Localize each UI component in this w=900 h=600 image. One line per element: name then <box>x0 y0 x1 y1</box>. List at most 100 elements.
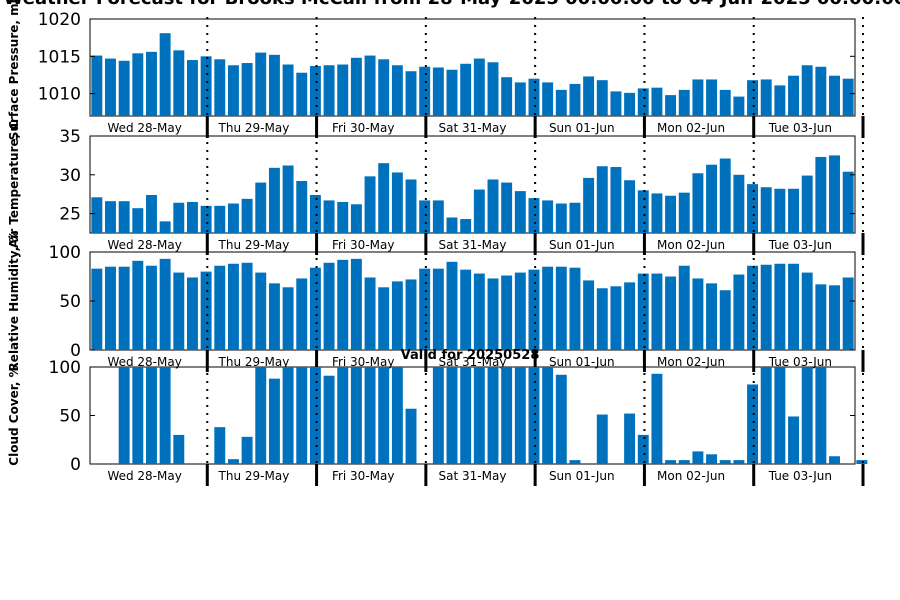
bar <box>173 50 185 117</box>
bar <box>200 271 212 350</box>
bar <box>214 427 226 464</box>
bar <box>542 82 554 116</box>
bar <box>419 200 431 233</box>
ytick-label: 50 <box>59 407 81 427</box>
bar <box>788 263 799 350</box>
bar <box>364 367 376 464</box>
bar <box>364 176 376 233</box>
chart-title: Weather Forecast for Brooks McCall from … <box>4 0 900 9</box>
bar <box>542 367 554 464</box>
bar <box>678 265 690 350</box>
xtick-label: Sun 01-Jun <box>549 238 615 252</box>
bar <box>391 367 403 464</box>
bar <box>829 456 840 464</box>
axes-box <box>89 18 856 117</box>
bar <box>391 281 403 350</box>
ytick-label: 0 <box>70 455 81 475</box>
bar <box>665 195 677 233</box>
bar <box>405 408 417 464</box>
bar <box>733 96 745 116</box>
bar <box>801 65 813 116</box>
bar <box>569 83 581 116</box>
bar <box>487 367 499 464</box>
bar <box>829 155 840 233</box>
bar <box>173 202 185 233</box>
bar <box>255 367 267 464</box>
bar <box>774 263 786 350</box>
xtick-label: Wed 28-May <box>107 469 181 483</box>
bar <box>514 272 526 350</box>
bar <box>815 284 827 350</box>
bar <box>815 156 827 233</box>
bar <box>460 269 472 350</box>
bar <box>118 60 130 116</box>
bar <box>214 205 226 233</box>
bar <box>214 265 226 350</box>
bar <box>555 89 567 116</box>
bar <box>460 367 472 464</box>
bar <box>637 190 649 233</box>
bar <box>446 367 458 464</box>
bar <box>774 188 786 233</box>
xtick-label: Tue 03-Jun <box>768 238 832 252</box>
bar <box>624 92 636 116</box>
bar <box>419 268 431 350</box>
bar <box>227 459 239 464</box>
ytick-label: 1020 <box>38 10 81 30</box>
bar <box>132 260 144 350</box>
bar <box>747 265 759 350</box>
bar <box>651 273 663 350</box>
bar <box>118 266 130 350</box>
xtick-label: Thu 29-May <box>218 355 290 369</box>
bar <box>514 191 526 233</box>
bar <box>596 288 608 350</box>
bar <box>309 66 321 116</box>
bar <box>146 265 157 350</box>
bar <box>432 200 444 233</box>
bar <box>268 378 280 464</box>
bar <box>391 65 403 116</box>
y-axis-label: Relative Humidity, % <box>7 231 21 372</box>
bar <box>241 262 253 350</box>
bar <box>282 367 294 464</box>
bar <box>610 167 622 233</box>
bar <box>788 188 799 233</box>
bar <box>337 64 349 116</box>
bar <box>378 287 390 350</box>
bar <box>350 258 362 350</box>
bar <box>309 267 321 350</box>
bar <box>241 198 253 233</box>
bar <box>405 179 417 233</box>
bar <box>501 77 513 116</box>
xtick-label: Fri 30-May <box>332 121 395 135</box>
bar <box>596 80 608 116</box>
bar <box>774 85 786 116</box>
bar <box>569 202 581 233</box>
bar <box>651 87 663 116</box>
bar <box>337 201 349 233</box>
bar <box>596 414 608 464</box>
xtick-label: Wed 28-May <box>107 355 181 369</box>
bar <box>624 413 636 464</box>
bar <box>815 66 827 116</box>
ytick-label: 50 <box>59 292 81 312</box>
y-axis-label: Surface Pressure, mb <box>7 0 21 140</box>
bar <box>146 194 157 233</box>
xtick-label: Fri 30-May <box>332 238 395 252</box>
xtick-label: Sun 01-Jun <box>549 469 615 483</box>
ytick-label: 100 <box>49 358 81 378</box>
ytick-label: 25 <box>59 205 81 225</box>
bar <box>815 367 827 464</box>
bar <box>268 283 280 350</box>
bar <box>719 158 731 233</box>
bar <box>323 262 335 350</box>
bar <box>200 205 212 233</box>
bar <box>747 80 759 116</box>
xtick-label: Thu 29-May <box>218 238 290 252</box>
bar <box>446 261 458 350</box>
bar <box>706 164 718 233</box>
bar <box>692 278 704 350</box>
bar <box>610 91 622 116</box>
bar <box>514 367 526 464</box>
bar <box>309 194 321 233</box>
